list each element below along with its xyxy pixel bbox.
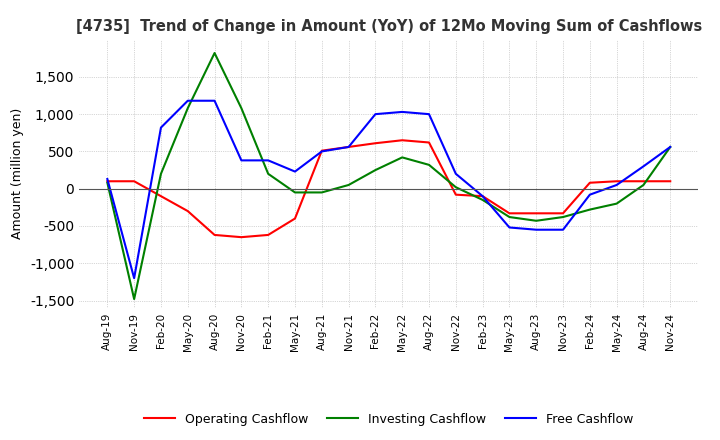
Investing Cashflow: [585, 207, 594, 212]
Investing Cashflow: [130, 297, 138, 302]
Investing Cashflow: [157, 171, 166, 176]
Operating Cashflow: [559, 211, 567, 216]
Free Cashflow: [103, 176, 112, 182]
Free Cashflow: [612, 182, 621, 187]
Free Cashflow: [318, 149, 326, 154]
Free Cashflow: [344, 144, 353, 150]
Operating Cashflow: [184, 209, 192, 214]
Line: Operating Cashflow: Operating Cashflow: [107, 140, 670, 237]
Investing Cashflow: [398, 155, 407, 160]
Free Cashflow: [451, 171, 460, 176]
Operating Cashflow: [103, 179, 112, 184]
Investing Cashflow: [532, 218, 541, 224]
Operating Cashflow: [478, 194, 487, 199]
Free Cashflow: [184, 98, 192, 103]
Free Cashflow: [237, 158, 246, 163]
Investing Cashflow: [318, 190, 326, 195]
Free Cashflow: [157, 125, 166, 130]
Operating Cashflow: [425, 140, 433, 145]
Investing Cashflow: [425, 162, 433, 168]
Operating Cashflow: [318, 148, 326, 153]
Operating Cashflow: [237, 235, 246, 240]
Free Cashflow: [559, 227, 567, 232]
Investing Cashflow: [666, 144, 675, 150]
Operating Cashflow: [157, 194, 166, 199]
Line: Investing Cashflow: Investing Cashflow: [107, 53, 670, 299]
Operating Cashflow: [344, 144, 353, 150]
Free Cashflow: [666, 144, 675, 150]
Operating Cashflow: [451, 192, 460, 197]
Investing Cashflow: [612, 201, 621, 206]
Title: [4735]  Trend of Change in Amount (YoY) of 12Mo Moving Sum of Cashflows: [4735] Trend of Change in Amount (YoY) o…: [76, 19, 702, 34]
Operating Cashflow: [612, 179, 621, 184]
Investing Cashflow: [344, 182, 353, 187]
Investing Cashflow: [505, 214, 514, 220]
Operating Cashflow: [371, 141, 379, 146]
Line: Free Cashflow: Free Cashflow: [107, 101, 670, 278]
Investing Cashflow: [639, 182, 648, 187]
Free Cashflow: [130, 275, 138, 281]
Free Cashflow: [478, 194, 487, 199]
Investing Cashflow: [478, 197, 487, 202]
Operating Cashflow: [398, 138, 407, 143]
Investing Cashflow: [210, 50, 219, 55]
Investing Cashflow: [184, 106, 192, 111]
Free Cashflow: [585, 192, 594, 197]
Free Cashflow: [532, 227, 541, 232]
Operating Cashflow: [639, 179, 648, 184]
Free Cashflow: [398, 109, 407, 114]
Free Cashflow: [291, 169, 300, 174]
Free Cashflow: [210, 98, 219, 103]
Investing Cashflow: [559, 214, 567, 220]
Free Cashflow: [639, 164, 648, 169]
Free Cashflow: [425, 111, 433, 117]
Y-axis label: Amount (million yen): Amount (million yen): [12, 108, 24, 239]
Operating Cashflow: [666, 179, 675, 184]
Investing Cashflow: [103, 180, 112, 185]
Operating Cashflow: [505, 211, 514, 216]
Investing Cashflow: [371, 168, 379, 173]
Operating Cashflow: [585, 180, 594, 185]
Operating Cashflow: [130, 179, 138, 184]
Investing Cashflow: [264, 171, 272, 176]
Legend: Operating Cashflow, Investing Cashflow, Free Cashflow: Operating Cashflow, Investing Cashflow, …: [139, 407, 639, 431]
Investing Cashflow: [291, 190, 300, 195]
Free Cashflow: [505, 225, 514, 230]
Investing Cashflow: [451, 185, 460, 190]
Free Cashflow: [264, 158, 272, 163]
Free Cashflow: [371, 111, 379, 117]
Operating Cashflow: [264, 232, 272, 238]
Investing Cashflow: [237, 106, 246, 111]
Operating Cashflow: [291, 216, 300, 221]
Operating Cashflow: [210, 232, 219, 238]
Operating Cashflow: [532, 211, 541, 216]
